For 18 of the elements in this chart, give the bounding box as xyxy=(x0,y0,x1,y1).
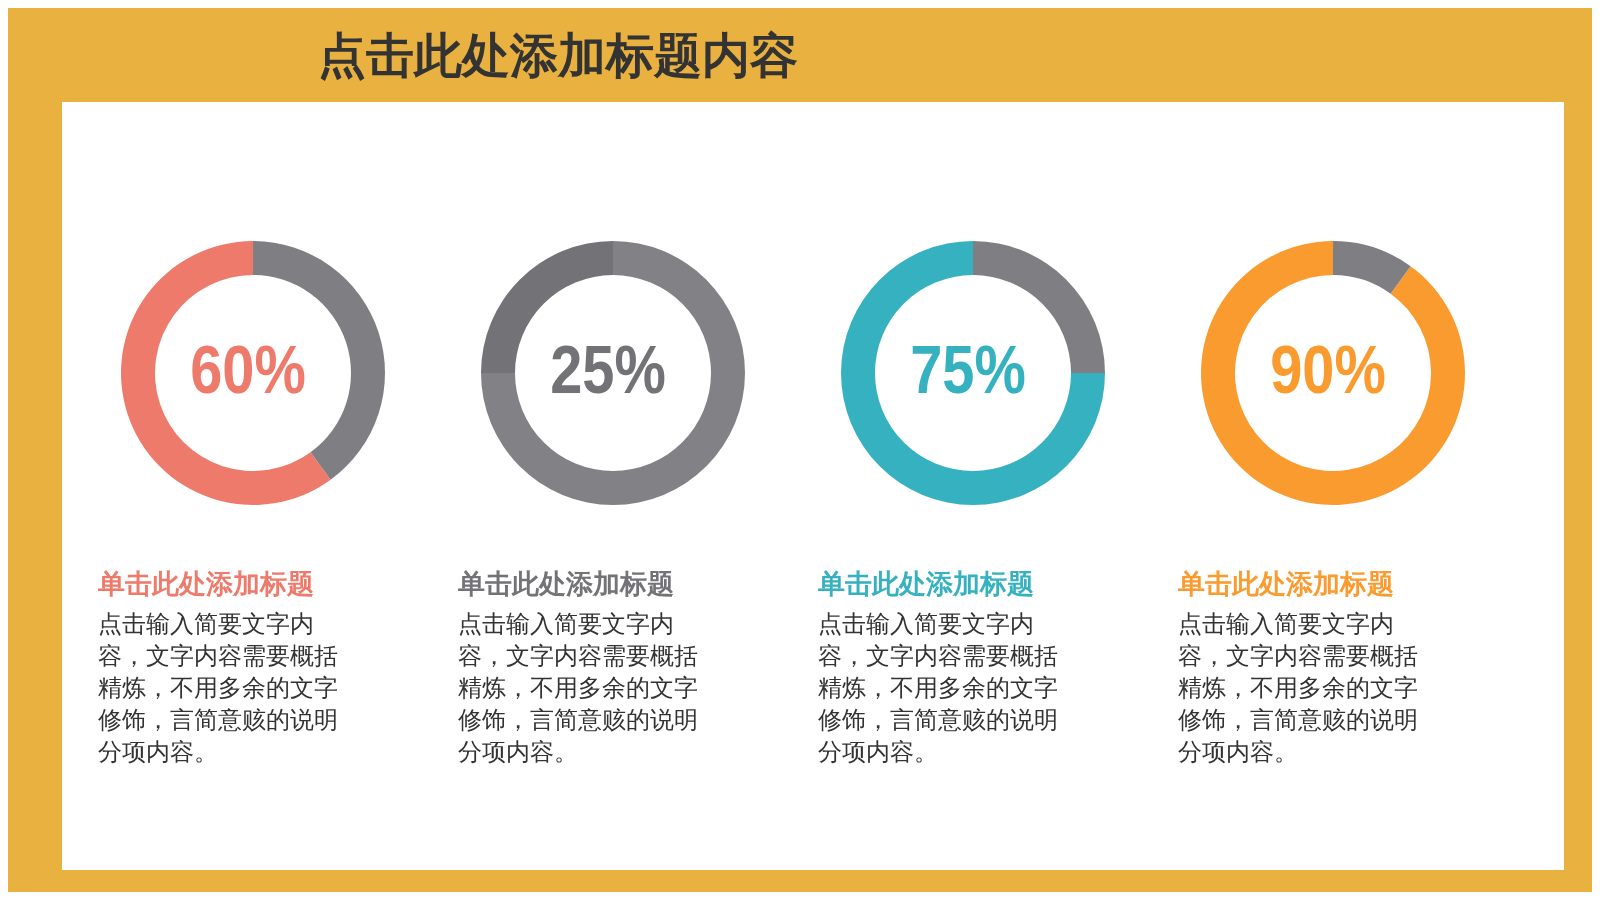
data-label: 90% xyxy=(1269,330,1387,408)
text: 点击输入简要文字内容，文字内容需要概括精炼，不用多余的文字修饰，言简意赅的说明分项内容。 xyxy=(458,609,699,768)
donut-slice xyxy=(1333,241,1411,294)
data-label: 75% xyxy=(909,330,1027,408)
text: 点击输入简要文字内容，文字内容需要概括精炼，不用多余的文字修饰，言简意赅的说明分项内容。 xyxy=(818,609,1059,768)
data-label: 60% xyxy=(189,330,307,408)
data-label: 25% xyxy=(549,330,667,408)
text: 单击此处添加标题 xyxy=(458,567,675,601)
text: 点击输入简要文字内容，文字内容需要概括精炼，不用多余的文字修饰，言简意赅的说明分项内容。 xyxy=(98,609,339,768)
text: 单击此处添加标题 xyxy=(1178,567,1395,601)
donut-slice xyxy=(841,241,1105,505)
text: 点击输入简要文字内容，文字内容需要概括精炼，不用多余的文字修饰，言简意赅的说明分项内容。 xyxy=(1178,609,1419,768)
donut-slice xyxy=(1201,241,1465,505)
text: 单击此处添加标题 xyxy=(818,567,1035,601)
text: 点击此处添加标题内容 xyxy=(318,26,798,85)
text: 单击此处添加标题 xyxy=(98,567,315,601)
donut-slice xyxy=(121,241,331,505)
donut-slice xyxy=(481,241,745,505)
